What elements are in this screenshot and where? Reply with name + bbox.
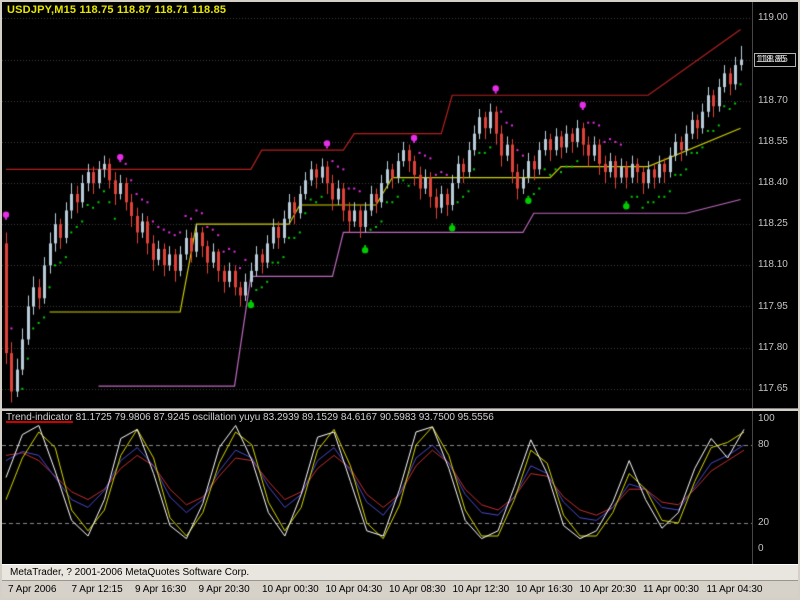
oscillation-label: oscillation yuyu [192,412,261,423]
price-tick-label: 117.95 [758,300,788,312]
osc-tick-label: 100 [758,413,775,424]
time-label: 10 Apr 00:30 [262,584,319,595]
time-axis[interactable]: 7 Apr 2006 7 Apr 12:15 9 Apr 16:30 9 Apr 20… [2,580,798,598]
osc-tick-label: 80 [758,439,770,450]
copyright-text: MetaTrader, ? 2001-2006 MetaQuotes Softw… [10,567,250,578]
osc-tick-label: 0 [758,543,764,554]
price-chart-canvas[interactable] [2,2,752,408]
price-tick-label: 118.85 [758,53,788,65]
time-label: 9 Apr 20:30 [198,584,250,595]
time-label: 9 Apr 16:30 [135,584,187,595]
time-label: 10 Apr 16:30 [516,584,573,595]
indicator-name: Trend-indicator [6,412,73,423]
time-label: 7 Apr 12:15 [71,584,123,595]
price-tick-label: 117.65 [758,382,788,394]
chart-title: USDJPY,M15 118.75 118.87 118.71 118.85 [7,4,227,16]
time-label: 7 Apr 2006 [8,584,57,595]
time-label: 10 Apr 12:30 [452,584,510,595]
price-tick-label: 119.00 [758,12,788,24]
time-label: 11 Apr 00:30 [643,584,699,595]
time-label: 10 Apr 04:30 [325,584,383,595]
oscillation-values: 83.2939 89.1529 84.6167 90.5983 93.7500 … [263,412,494,423]
price-tick-label: 118.40 [758,177,788,189]
price-chart-pane[interactable]: USDJPY,M15 118.75 118.87 118.71 118.85 1… [2,2,798,408]
indicator-canvas[interactable] [2,411,752,564]
price-tick-label: 118.55 [758,135,788,147]
time-label: 10 Apr 08:30 [389,584,446,595]
pane-splitter[interactable] [2,408,798,411]
price-tick-label: 118.70 [758,94,788,106]
price-axis[interactable]: 118.85 119.00 118.85 118.70 118.55 118.40 118… [752,2,798,408]
price-tick-label: 118.25 [758,218,788,230]
indicator-axis[interactable]: 100 80 20 0 [752,411,798,564]
indicator-pane[interactable]: Trend-indicator 81.1725 79.9806 87.9245 … [2,411,798,564]
price-tick-label: 117.80 [758,341,788,353]
status-bar: MetaTrader, ? 2001-2006 MetaQuotes Softw… [2,564,798,580]
current-price-box: 118.85 [754,52,796,67]
time-label: 11 Apr 04:30 [706,584,763,595]
indicator-values: 81.1725 79.9806 87.9245 [75,412,190,423]
osc-tick-label: 20 [758,517,770,528]
time-label: 10 Apr 20:30 [579,584,637,595]
price-tick-label: 118.10 [758,259,788,271]
indicator-header: Trend-indicator 81.1725 79.9806 87.9245 … [6,412,494,423]
